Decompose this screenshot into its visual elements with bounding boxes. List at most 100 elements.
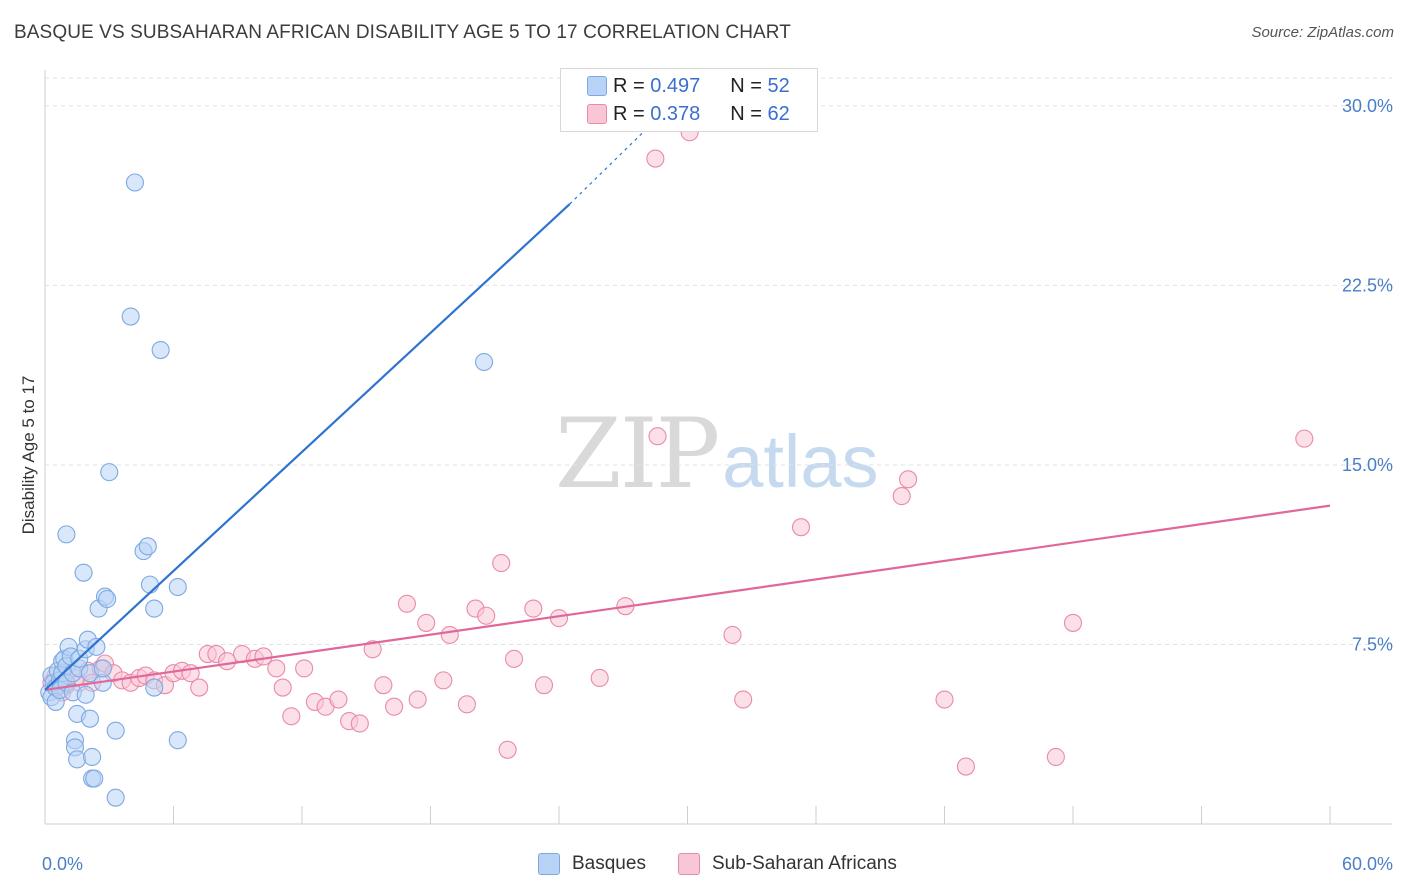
legend-r-label: R =	[613, 74, 651, 97]
basques-trend-line	[44, 203, 571, 691]
subsaharan-point	[646, 149, 665, 168]
basques-point	[100, 463, 119, 482]
basques-point	[474, 352, 494, 372]
subsaharan-point	[273, 678, 292, 697]
subsaharan-point	[295, 659, 314, 678]
watermark-zip: ZIP	[555, 398, 720, 510]
subsaharan-point	[648, 427, 667, 446]
basques-point	[83, 747, 102, 767]
tick-labels: 7.5% 15.0% 22.5% 30.0% 0.0% 60.0%	[42, 96, 1393, 874]
bottom-label-basques: Basques	[572, 853, 646, 874]
basques-point	[145, 678, 164, 697]
basques-point	[106, 788, 125, 807]
subsaharan-point	[440, 625, 459, 644]
basques-point	[151, 341, 170, 360]
chart-title: BASQUE VS SUBSAHARAN AFRICAN DISABILITY …	[14, 22, 791, 43]
x-tick-label: 0.0%	[42, 854, 83, 874]
subsaharan-point	[723, 625, 742, 644]
correlation-legend: R = 0.497 N = 52 R = 0.378 N = 62	[560, 68, 818, 132]
subsaharan-point	[374, 676, 393, 695]
legend-swatch-subsaharan	[587, 104, 607, 124]
basques-point	[121, 307, 140, 326]
basques-point	[106, 721, 125, 740]
axes	[44, 70, 1392, 825]
bottom-label-subsaharan: Sub-Saharan Africans	[712, 853, 897, 874]
subsaharan-point	[791, 518, 811, 537]
subsaharan-point	[935, 690, 954, 709]
subsaharan-point	[267, 659, 286, 678]
subsaharan-point	[1046, 747, 1065, 767]
subsaharan-trend-line	[44, 504, 1331, 692]
basques-point	[74, 563, 93, 582]
basques-point	[140, 575, 159, 594]
subsaharan-point	[899, 470, 918, 489]
subsaharan-point	[590, 668, 609, 688]
subsaharan-point	[492, 554, 511, 573]
x-tick-label: 60.0%	[1342, 854, 1393, 874]
bottom-swatch-basques	[538, 853, 560, 875]
subsaharan-point	[385, 697, 404, 716]
source-label: Source: ZipAtlas.com	[1251, 24, 1394, 41]
y-tick-label: 7.5%	[1352, 634, 1393, 654]
basques-point	[85, 769, 104, 788]
subsaharan-point	[329, 690, 348, 709]
legend-n-basques: 52	[767, 74, 790, 97]
basques-point	[68, 750, 87, 769]
legend-row-subsaharan: R = 0.378 N = 62	[587, 101, 790, 127]
basques-point	[145, 599, 164, 618]
y-tick-label: 22.5%	[1342, 275, 1393, 295]
basques-point	[76, 685, 95, 704]
subsaharan-point	[457, 695, 476, 714]
subsaharan-point	[190, 678, 209, 697]
basques-points	[40, 173, 494, 807]
y-tick-label: 30.0%	[1342, 96, 1393, 116]
subsaharan-point	[498, 740, 517, 759]
basques-point	[168, 577, 187, 597]
basques-point	[98, 589, 117, 609]
subsaharan-point	[956, 757, 975, 776]
subsaharan-point	[534, 676, 554, 695]
subsaharan-point	[217, 652, 237, 671]
subsaharan-point	[363, 640, 382, 659]
legend-row-basques: R = 0.497 N = 52	[587, 73, 790, 99]
subsaharan-point	[1295, 429, 1314, 448]
legend-r-label: R =	[613, 102, 651, 125]
subsaharan-point	[408, 690, 427, 709]
y-axis-label: Disability Age 5 to 17	[19, 376, 38, 535]
trend-lines	[44, 119, 1331, 692]
subsaharan-point	[350, 714, 369, 733]
subsaharan-point	[434, 671, 453, 690]
basques-point	[93, 659, 112, 678]
subsaharan-point	[734, 690, 753, 709]
watermark: ZIPatlas	[555, 398, 879, 510]
basques-trend-extension	[569, 119, 656, 205]
legend-swatch-basques	[587, 76, 607, 96]
subsaharan-points	[42, 123, 1314, 776]
basques-point	[57, 525, 76, 544]
bottom-legend-subsaharan: Sub-Saharan Africans	[678, 852, 897, 876]
subsaharan-point	[417, 613, 436, 632]
subsaharan-point	[282, 707, 301, 726]
legend-r-basques: 0.497	[650, 74, 701, 97]
legend-n-label: N =	[730, 102, 768, 125]
bottom-legend-basques: Basques	[538, 852, 646, 876]
subsaharan-point	[477, 606, 496, 625]
subsaharan-point	[1063, 613, 1083, 632]
subsaharan-point	[397, 594, 416, 613]
bottom-swatch-subsaharan	[678, 853, 700, 875]
y-tick-label: 15.0%	[1342, 455, 1393, 475]
subsaharan-point	[254, 647, 273, 666]
subsaharan-point	[504, 649, 524, 668]
basques-point	[138, 537, 157, 556]
grid-lines	[45, 77, 1392, 645]
watermark-atlas: atlas	[722, 420, 879, 503]
legend-n-subsaharan: 62	[767, 102, 790, 125]
legend-n-label: N =	[730, 74, 768, 97]
subsaharan-point	[524, 599, 543, 618]
basques-point	[168, 731, 187, 750]
basques-point	[80, 709, 100, 728]
basques-point	[87, 637, 106, 656]
legend-r-subsaharan: 0.378	[650, 102, 701, 125]
subsaharan-point	[892, 487, 911, 506]
